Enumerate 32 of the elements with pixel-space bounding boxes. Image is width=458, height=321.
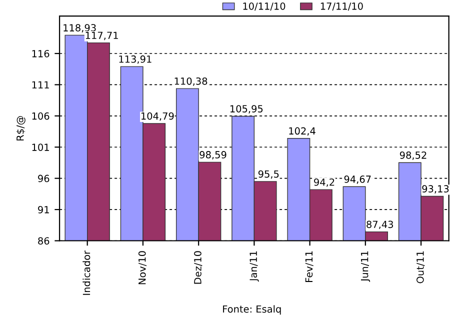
y-tick-label: 96 (38, 174, 50, 182)
data-label: 94,67 (344, 176, 371, 184)
legend-label: 17/11/10 (320, 2, 363, 11)
x-tick-label: Out/11 (416, 251, 425, 284)
x-tick-label: Fev/11 (305, 251, 314, 282)
data-label: 98,52 (400, 151, 426, 160)
y-tick-label: 91 (38, 206, 49, 214)
data-label: 87,43 (366, 220, 394, 230)
data-label: 98,59 (200, 151, 226, 160)
source-note: Fonte: Esalq (223, 305, 281, 315)
data-label: 117,71 (86, 32, 118, 40)
data-label: 102,4 (289, 127, 316, 136)
x-tick-label: Jan/11 (250, 251, 259, 282)
data-label: 104,79 (141, 112, 174, 121)
x-tick-label: Nov/10 (138, 251, 147, 284)
data-label: 110,38 (174, 77, 208, 86)
y-tick-label: 116 (32, 50, 50, 58)
y-tick-label: 111 (32, 81, 49, 88)
y-tick-label: 101 (32, 144, 49, 151)
y-axis-title: R$/@ (16, 116, 26, 140)
data-label: 118,93 (64, 24, 96, 32)
x-tick-label: Indicador (82, 250, 90, 295)
data-label: 94,2 (314, 178, 334, 187)
x-tick-label: Jun/11 (361, 251, 370, 282)
data-label: 105,95 (230, 105, 263, 114)
legend-label: 10/11/10 (243, 2, 286, 11)
data-label: 93,13 (422, 185, 449, 194)
x-tick-label: Dez/10 (194, 251, 202, 284)
y-tick-label: 106 (32, 112, 50, 120)
y-tick-label: 86 (38, 237, 50, 245)
data-label: 113,91 (119, 55, 152, 64)
data-label: 95,5 (258, 170, 279, 179)
